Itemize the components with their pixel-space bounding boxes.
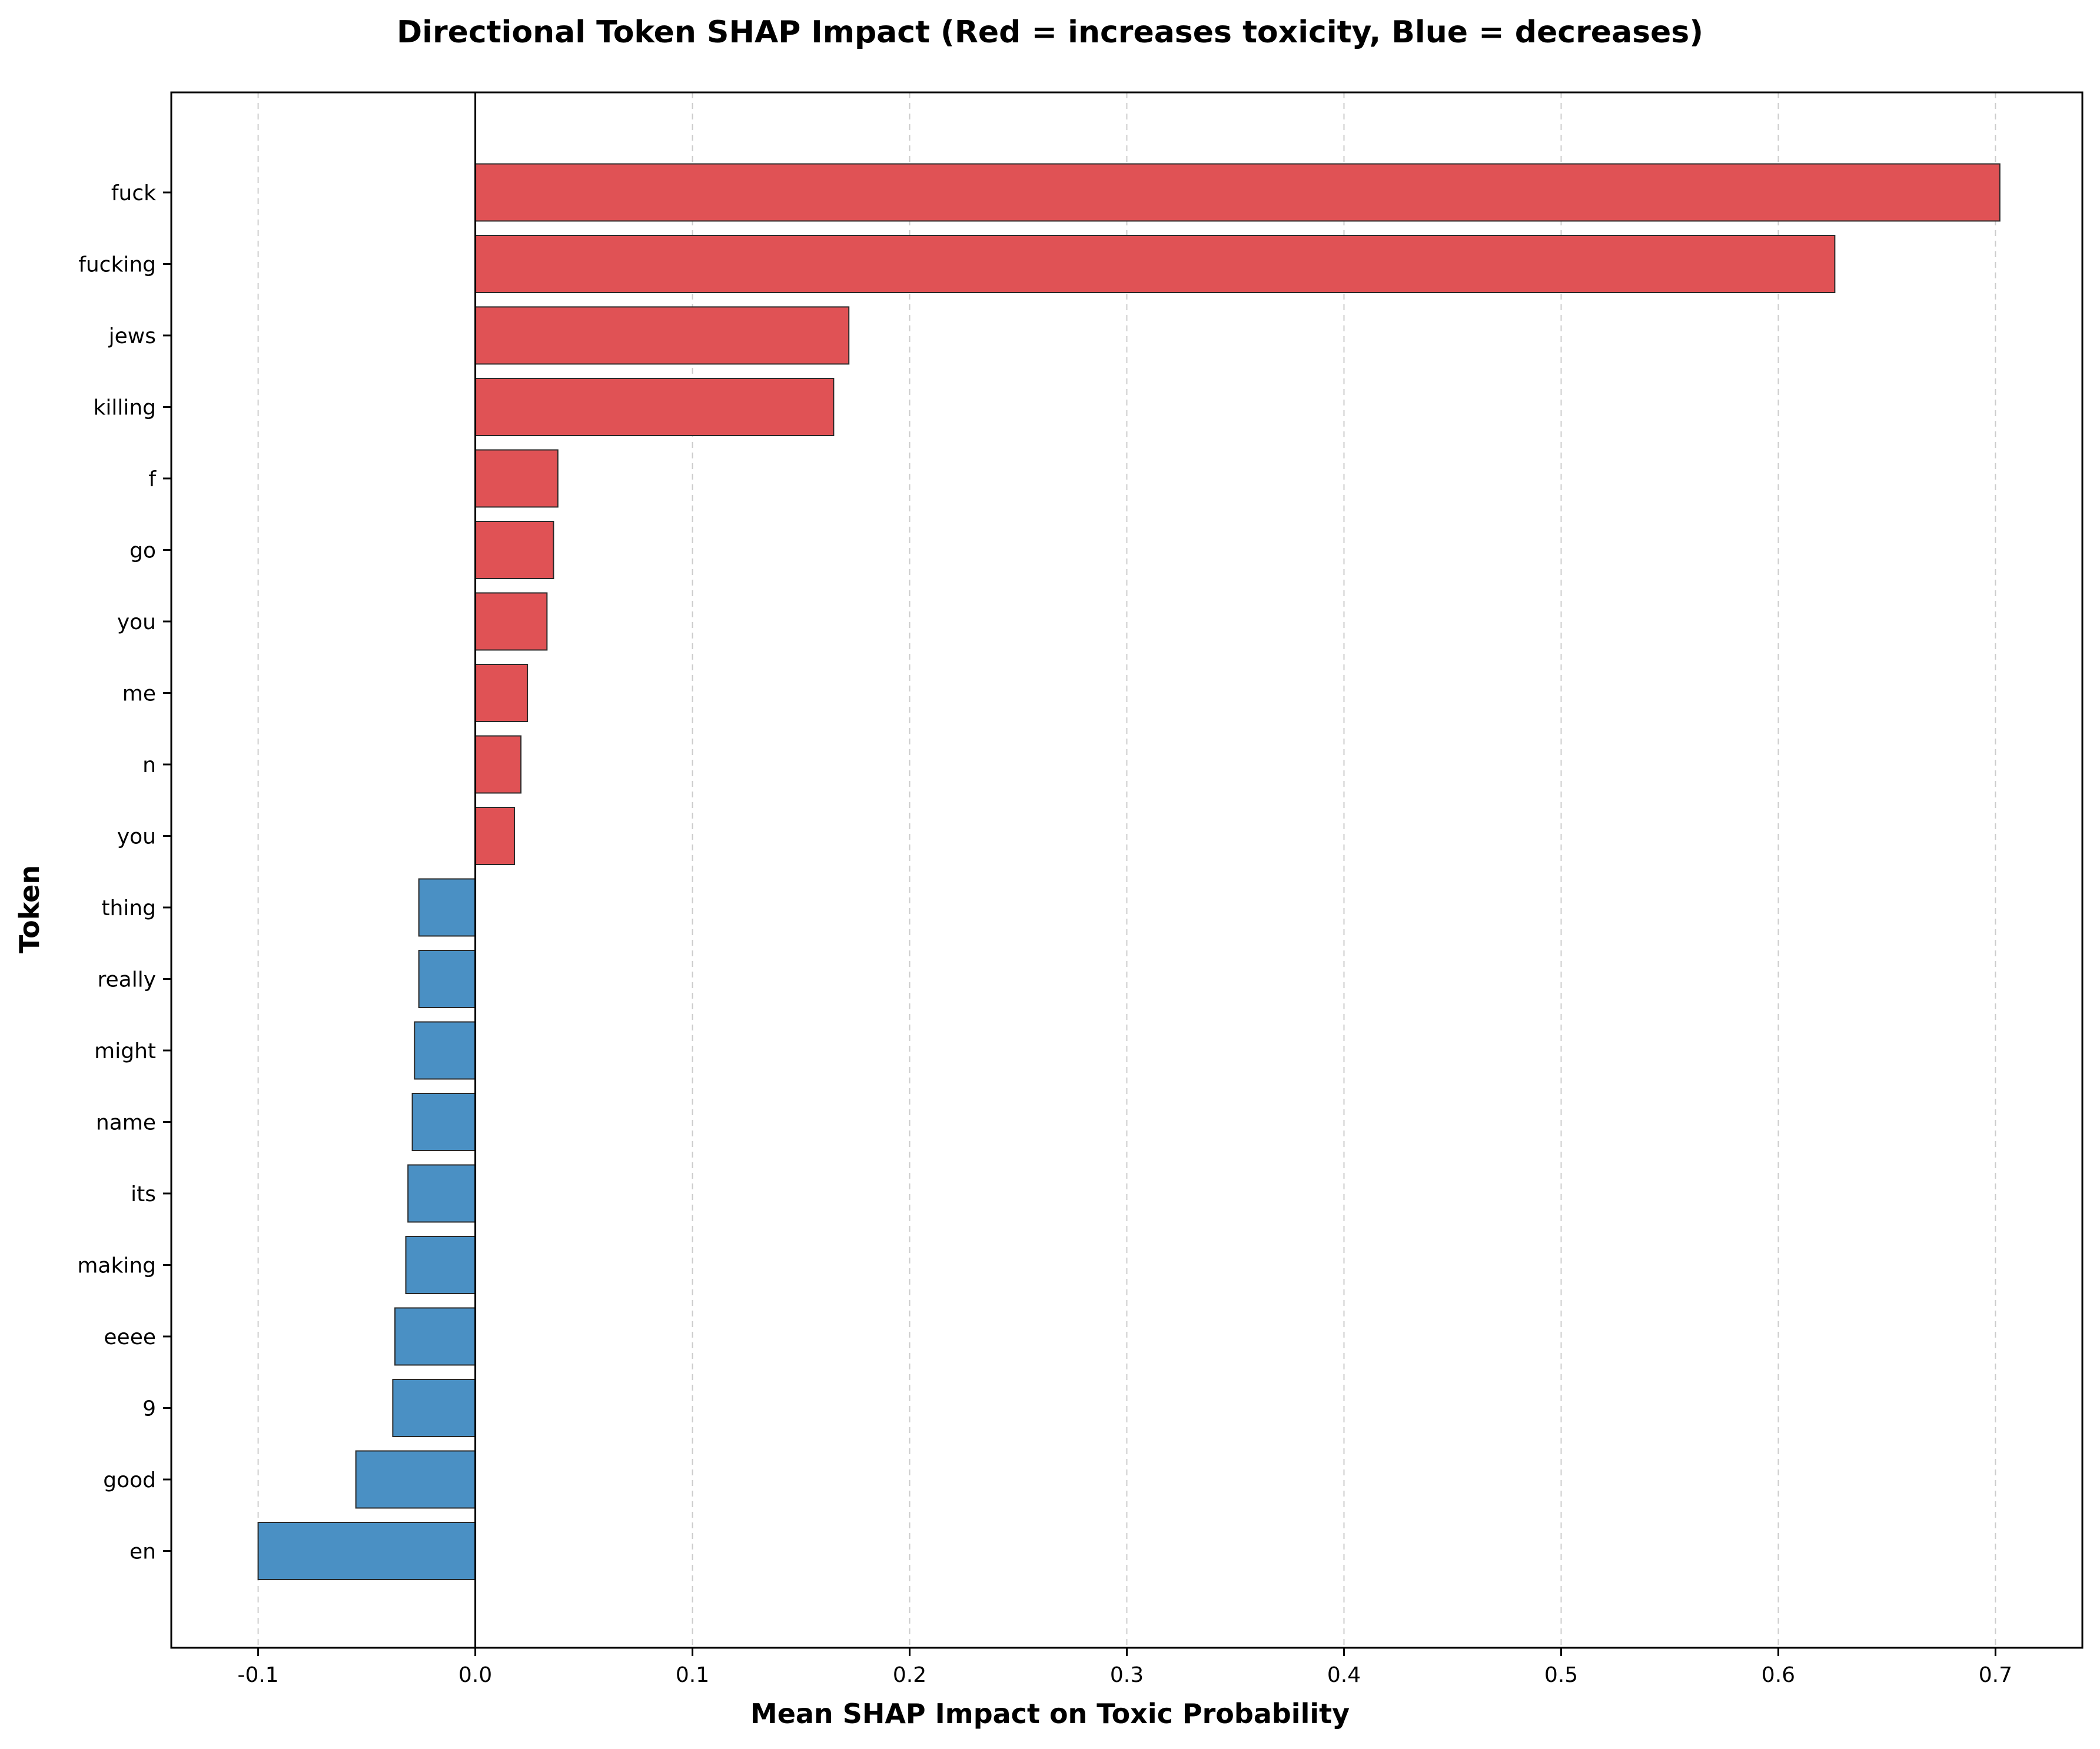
x-tick-label: 0.4 [1327,1663,1361,1687]
y-tick-label: its [131,1182,156,1206]
bar-go [474,521,554,579]
x-tick-label: 0.3 [1110,1663,1144,1687]
bar-thing [418,878,476,937]
bar-eeee [394,1307,476,1366]
y-tick-label: jews [108,324,156,348]
x-tick-label: -0.1 [237,1663,278,1687]
y-tick-label: fuck [111,181,156,205]
bar-you [474,592,548,651]
bars [257,163,2001,1580]
bar-me [474,664,529,722]
x-tick-label: 0.2 [893,1663,926,1687]
x-tick-label: 0.5 [1544,1663,1578,1687]
y-axis-ticks: fuck fucking jews killing f go you me n you thing r… [77,181,171,1564]
y-tick-label: really [97,968,156,992]
x-tick-label: 0.1 [676,1663,709,1687]
y-tick-label: eeee [104,1325,156,1349]
bar-its [407,1164,476,1223]
bar-really [418,950,476,1008]
y-tick-label: fucking [78,253,156,277]
bar-killing [474,378,835,436]
bar-good [355,1450,476,1509]
bar-f [474,449,559,508]
y-tick-label: 9 [142,1397,156,1421]
bar-name [411,1093,476,1151]
x-tick-label: 0.7 [1979,1663,2012,1687]
x-axis-ticks: -0.1 0.0 0.1 0.2 0.3 0.4 0.5 0.6 0.7 [237,1648,2012,1687]
bar-en [257,1522,476,1580]
y-tick-label: name [96,1111,156,1135]
chart-title: Directional Token SHAP Impact (Red = inc… [397,15,1703,50]
y-tick-label: n [142,753,156,777]
y-tick-label: might [94,1039,156,1063]
y-tick-label: go [129,539,156,563]
bar-jews [474,306,850,365]
x-tick-label: 0.6 [1762,1663,1795,1687]
bar-n [474,735,522,794]
x-tick-label: 0.0 [458,1663,492,1687]
bar-9 [392,1379,476,1437]
y-tick-label: thing [101,896,156,920]
y-tick-label: me [122,682,156,706]
bar-fucking [474,235,1836,293]
y-tick-label: you [117,825,156,849]
x-axis-label: Mean SHAP Impact on Toxic Probability [750,1698,1350,1730]
y-tick-label: en [129,1540,156,1564]
y-tick-label: killing [93,396,156,420]
bar-you [474,807,515,865]
y-tick-label: f [148,467,157,491]
y-tick-label: you [117,610,156,634]
y-axis-label: Token [14,865,45,953]
y-tick-label: making [77,1254,156,1278]
bar-might [414,1021,476,1080]
bar-making [405,1236,476,1294]
bar-fuck [474,163,2001,222]
y-tick-label: good [103,1468,156,1492]
